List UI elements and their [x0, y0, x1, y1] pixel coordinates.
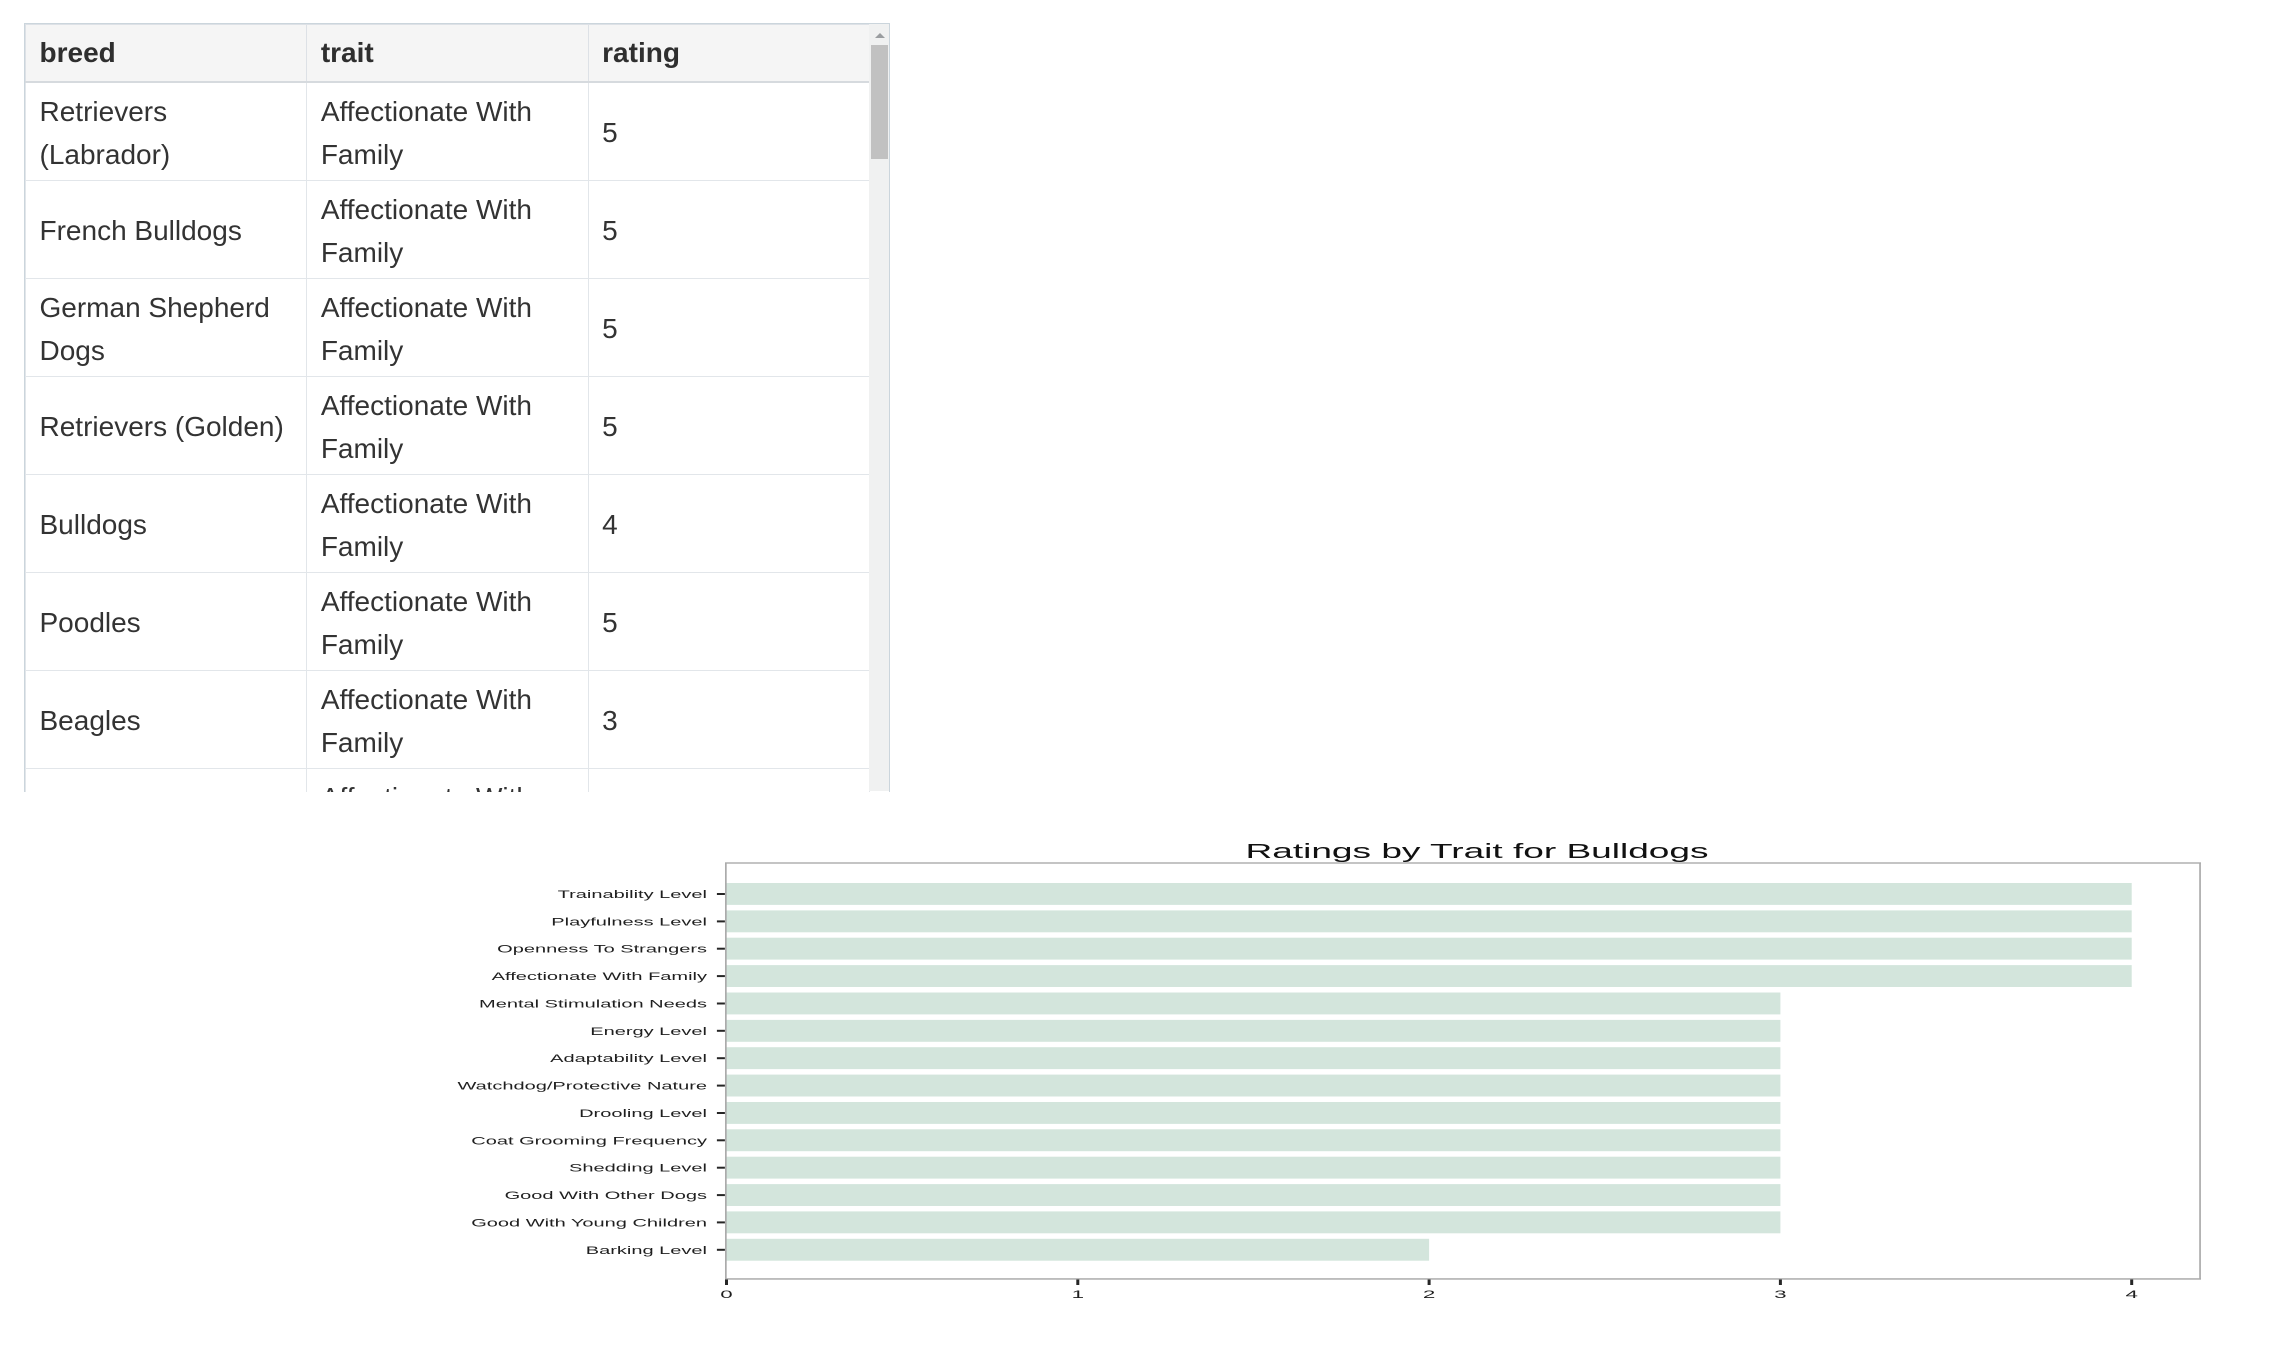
svg-text:Ratings by Trait for Bulldogs: Ratings by Trait for Bulldogs [1246, 841, 1709, 863]
svg-text:Trainability Level: Trainability Level [558, 888, 707, 900]
svg-text:Energy Level: Energy Level [590, 1025, 707, 1037]
svg-text:2: 2 [1423, 1288, 1435, 1301]
svg-text:0: 0 [720, 1288, 733, 1301]
svg-text:Good With Other Dogs: Good With Other Dogs [505, 1190, 707, 1202]
svg-text:Watchdog/Protective Nature: Watchdog/Protective Nature [458, 1080, 707, 1092]
svg-text:Drooling Level: Drooling Level [579, 1107, 707, 1119]
svg-text:1: 1 [1072, 1288, 1084, 1301]
svg-text:4: 4 [2125, 1288, 2138, 1301]
svg-text:Coat Grooming Frequency: Coat Grooming Frequency [471, 1135, 708, 1147]
svg-text:Mental Stimulation Needs: Mental Stimulation Needs [479, 998, 707, 1010]
svg-text:Openness To Strangers: Openness To Strangers [497, 943, 707, 955]
svg-text:Shedding Level: Shedding Level [569, 1162, 707, 1174]
svg-text:Good With Young Children: Good With Young Children [471, 1217, 707, 1229]
svg-text:Playfulness Level: Playfulness Level [551, 916, 707, 928]
svg-text:Adaptability Level: Adaptability Level [550, 1053, 707, 1065]
svg-text:Barking Level: Barking Level [586, 1244, 707, 1256]
svg-text:Affectionate With Family: Affectionate With Family [492, 971, 708, 983]
svg-text:3: 3 [1774, 1288, 1787, 1301]
